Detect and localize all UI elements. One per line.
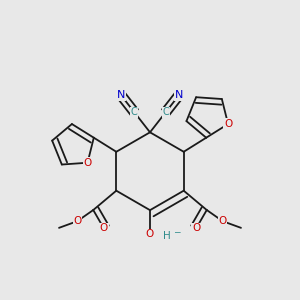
Text: O: O: [146, 229, 154, 239]
Text: C: C: [162, 107, 169, 117]
Text: N: N: [175, 90, 183, 100]
Text: O: O: [192, 224, 200, 233]
Text: C: C: [131, 107, 138, 117]
Text: N: N: [117, 90, 125, 100]
Text: O: O: [224, 119, 232, 129]
Text: −: −: [173, 227, 180, 236]
Text: O: O: [83, 158, 92, 168]
Text: H: H: [163, 231, 171, 241]
Text: O: O: [73, 216, 81, 226]
Text: O: O: [219, 216, 227, 226]
Text: O: O: [100, 224, 108, 233]
